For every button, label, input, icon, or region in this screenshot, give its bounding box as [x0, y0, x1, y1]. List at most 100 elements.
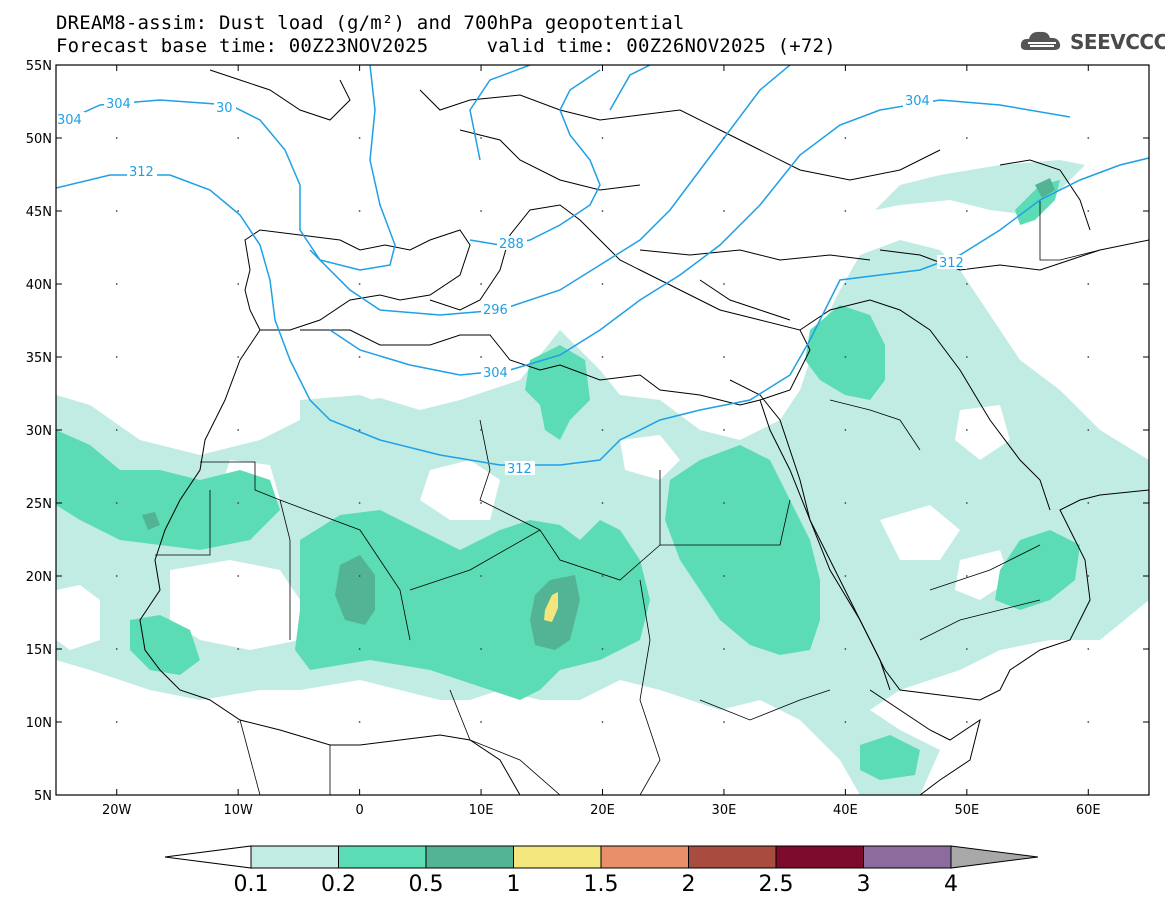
grid-dot	[480, 575, 482, 577]
colorbar-swatch	[775, 845, 864, 869]
grid-dot	[965, 721, 968, 723]
grid-dot	[723, 648, 725, 650]
grid-dot	[601, 648, 604, 650]
grid-dot	[358, 721, 361, 723]
cloud-logo-icon	[1020, 31, 1061, 50]
grid-dot	[237, 356, 240, 358]
colorbar-swatch	[688, 845, 777, 869]
grid-dot	[480, 502, 482, 504]
grid-dot	[723, 575, 725, 577]
contour-label: 296	[483, 303, 508, 318]
grid-dot	[601, 502, 604, 504]
colorbar-label: 0.1	[234, 872, 269, 897]
colorbar-label: 0.5	[409, 872, 444, 897]
grid-dot	[237, 283, 240, 285]
grid-dot	[965, 210, 968, 212]
colorbar-label: 1	[507, 872, 521, 897]
grid-dot	[115, 721, 118, 723]
colorbar-label: 2.5	[759, 872, 794, 897]
latitude-label: 25N	[26, 497, 52, 512]
latitude-label: 35N	[26, 351, 52, 366]
grid-dot	[1087, 502, 1090, 504]
grid-dot	[1087, 721, 1090, 723]
grid-dot	[844, 429, 847, 431]
grid-dot	[480, 210, 482, 212]
grid-dot	[237, 575, 240, 577]
contour-label: 312	[939, 256, 964, 271]
longitude-labels: 20W 10W 0 10E 20E 30E 40E 50E 60E	[102, 803, 1101, 818]
latitude-label: 55N	[26, 59, 52, 74]
grid-dot	[1087, 137, 1090, 139]
colorbar-swatch	[600, 845, 689, 869]
colorbar-label: 3	[857, 872, 871, 897]
coastlines	[139, 69, 1149, 795]
longitude-label: 20W	[102, 803, 132, 818]
grid-dot	[115, 356, 118, 358]
colorbar-label: 2	[682, 872, 696, 897]
grid-dot	[480, 283, 482, 285]
contour-label: 288	[499, 237, 524, 252]
grid-dot	[965, 502, 968, 504]
grid-dot	[480, 721, 482, 723]
grid-dots	[115, 137, 1090, 723]
longitude-label: 10E	[469, 803, 494, 818]
contour-label: 304	[57, 113, 82, 128]
grid-dot	[358, 575, 361, 577]
grid-dot	[1087, 283, 1090, 285]
colorbar-label: 0.2	[321, 872, 356, 897]
latitude-label: 45N	[26, 205, 52, 220]
grid-dot	[601, 137, 604, 139]
grid-dot	[965, 356, 968, 358]
dust-gaps	[56, 405, 1010, 650]
grid-dot	[237, 502, 240, 504]
latitude-label: 30N	[26, 424, 52, 439]
colorbar-swatch	[338, 845, 427, 869]
latitude-label: 40N	[26, 278, 52, 293]
grid-dot	[358, 502, 361, 504]
longitude-label: 0	[355, 803, 363, 818]
dust-shading-yellow	[544, 592, 558, 622]
colorbar-left-arrow	[164, 845, 252, 869]
grid-dot	[1087, 210, 1090, 212]
chart-title-line-2: Forecast base time: 00Z23NOV2025 valid t…	[56, 35, 836, 57]
contour-label: 312	[507, 462, 532, 477]
grid-dot	[358, 356, 361, 358]
grid-dot	[115, 429, 118, 431]
longitude-label: 10W	[223, 803, 253, 818]
latitude-labels: 55N 50N 45N 40N 35N 30N 25N 20N 15N 10N 5N	[26, 59, 52, 804]
grid-dot	[358, 137, 361, 139]
contour-label: 304	[483, 366, 508, 381]
grid-dot	[115, 210, 118, 212]
grid-dot	[480, 137, 482, 139]
dust-shading-mid	[56, 180, 1080, 780]
grid-dot	[1087, 648, 1090, 650]
latitude-label: 10N	[26, 716, 52, 731]
grid-dot	[115, 648, 118, 650]
contour-label: 304	[905, 94, 930, 109]
longitude-label: 30E	[712, 803, 737, 818]
grid-dot	[723, 502, 725, 504]
grid-dot	[965, 648, 968, 650]
contour-label: 312	[129, 165, 154, 180]
grid-dot	[601, 283, 604, 285]
contour-labels: 304 304 30 312 288 296 304 312 304 312	[56, 93, 967, 477]
contour-label: 30	[216, 101, 233, 116]
latitude-label: 5N	[34, 789, 52, 804]
longitude-label: 60E	[1076, 803, 1101, 818]
colorbar-swatch	[425, 845, 514, 869]
grid-dot	[844, 502, 847, 504]
grid-dot	[723, 137, 725, 139]
country-borders	[155, 200, 1101, 795]
colorbar-swatch	[513, 845, 602, 869]
grid-dot	[237, 721, 240, 723]
grid-dot	[844, 575, 847, 577]
grid-dot	[723, 210, 725, 212]
grid-dot	[237, 137, 240, 139]
grid-dot	[844, 356, 847, 358]
grid-dot	[480, 648, 482, 650]
grid-dot	[1087, 429, 1090, 431]
grid-dot	[723, 356, 725, 358]
longitude-label: 40E	[833, 803, 858, 818]
colorbar-right-arrow	[950, 845, 1039, 869]
